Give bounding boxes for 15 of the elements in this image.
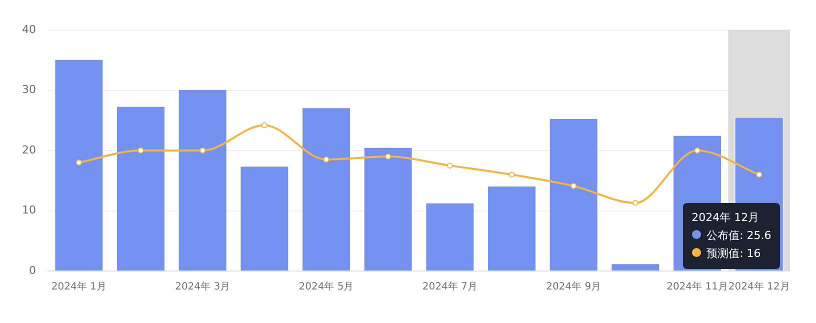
annotation: 公布值: 25.6 bbox=[706, 229, 772, 242]
y-tick-label: 40 bbox=[22, 22, 36, 36]
y-tick-label: 20 bbox=[22, 143, 36, 156]
annotation: 预测值: 16 bbox=[706, 247, 761, 260]
x-tick-label: 2024年 1月 bbox=[51, 280, 106, 293]
x-tick-label: 2024年 3月 bbox=[175, 280, 230, 293]
y-tick-label: 30 bbox=[22, 83, 36, 96]
x-tick-label: 2024年 5月 bbox=[298, 280, 354, 293]
x-tick-label: 2024年 12月 bbox=[728, 280, 790, 293]
x-tick-label: 2024年 11月 bbox=[666, 280, 728, 293]
x-tick-label: 2024年 9月 bbox=[546, 280, 602, 293]
text: 2024年 12月 bbox=[692, 211, 760, 224]
y-tick-label: 10 bbox=[22, 204, 36, 217]
x-tick-label: 2024年 7月 bbox=[422, 280, 478, 293]
y-tick-label: 0 bbox=[28, 264, 36, 277]
